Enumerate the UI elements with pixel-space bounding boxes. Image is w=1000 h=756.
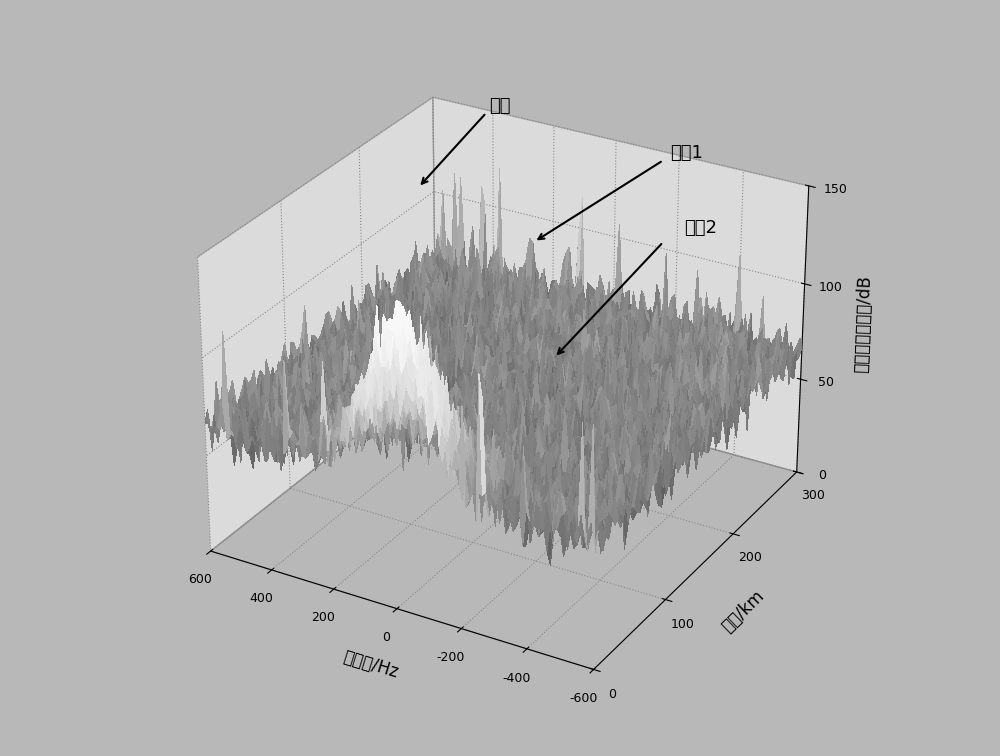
Text: 杂波: 杂波	[489, 97, 511, 115]
Y-axis label: 距离/km: 距离/km	[719, 587, 768, 636]
Text: 目标1: 目标1	[670, 144, 703, 163]
Text: 目标2: 目标2	[684, 219, 717, 237]
X-axis label: 多普勒/Hz: 多普勒/Hz	[341, 648, 401, 682]
